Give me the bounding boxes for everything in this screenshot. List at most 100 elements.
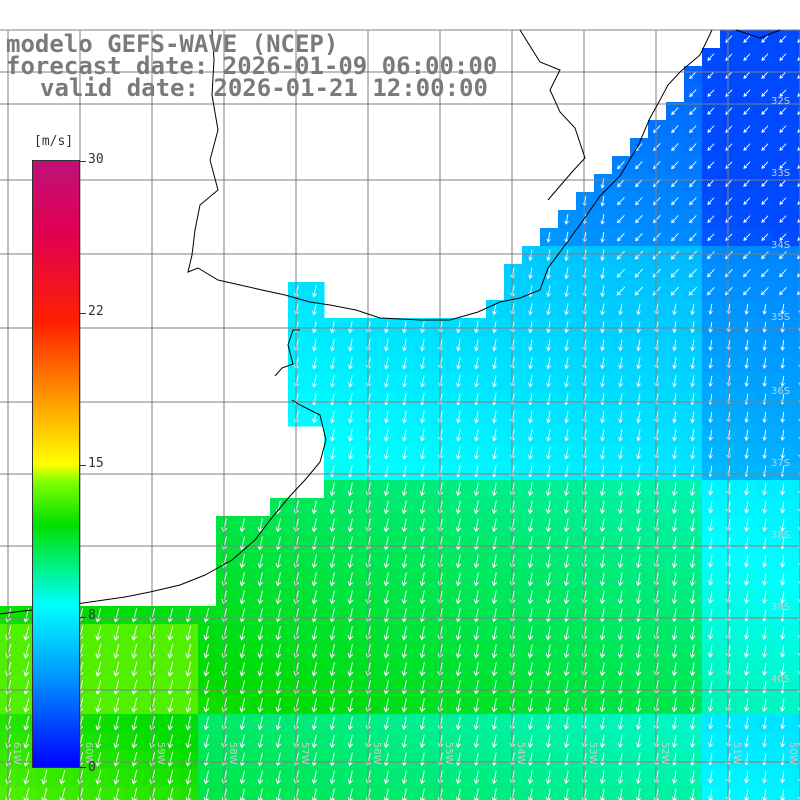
wind-arrow: [527, 680, 534, 695]
wind-arrow: [671, 698, 678, 713]
wind-arrow: [473, 788, 480, 800]
wind-arrow: [402, 429, 407, 442]
wind-arrow: [707, 89, 715, 97]
wind-arrow: [635, 680, 642, 695]
wind-arrow: [275, 554, 282, 569]
wind-arrow: [455, 716, 462, 731]
wind-arrow: [635, 215, 643, 224]
wind-arrow: [762, 662, 768, 676]
wind-arrow: [275, 788, 282, 800]
wind-arrow: [329, 590, 336, 605]
wind-arrow: [528, 321, 533, 334]
wind-arrow: [564, 213, 569, 225]
wind-arrow: [492, 411, 497, 424]
wind-arrow: [689, 734, 696, 749]
wind-arrow: [401, 734, 408, 749]
wind-arrow: [671, 554, 678, 569]
wind-cell: [792, 462, 800, 481]
wind-arrow: [707, 53, 715, 61]
wind-arrow: [778, 287, 787, 296]
wind-arrow: [329, 447, 335, 460]
wind-arrow: [527, 734, 534, 749]
wind-arrow: [131, 769, 138, 785]
wind-arrow: [257, 590, 264, 605]
wind-arrow: [455, 788, 462, 800]
wind-arrow: [707, 698, 714, 713]
wind-arrow: [131, 643, 138, 659]
wind-arrow: [239, 662, 246, 677]
wind-arrow: [707, 626, 714, 640]
wind-speed-field: [0, 30, 800, 800]
wind-arrow: [599, 716, 606, 731]
wind-arrow: [545, 644, 552, 659]
wind-arrow: [600, 375, 605, 388]
wind-arrow: [311, 680, 318, 695]
wind-cell: [792, 246, 800, 265]
wind-arrow: [473, 536, 480, 551]
wind-arrow: [185, 625, 192, 641]
wind-arrow: [527, 716, 534, 731]
wind-arrow: [527, 590, 534, 605]
wind-arrow: [761, 698, 768, 713]
wind-arrow: [743, 179, 751, 187]
wind-arrow: [348, 321, 353, 334]
wind-arrow: [690, 411, 695, 424]
wind-arrow: [257, 554, 264, 569]
wind-arrow: [239, 788, 246, 800]
wind-arrow: [329, 500, 336, 515]
wind-arrow: [798, 598, 800, 604]
wind-arrow: [671, 716, 678, 730]
wind-arrow: [185, 608, 192, 623]
wind-arrows: [5, 35, 800, 800]
wind-arrow: [545, 734, 552, 749]
wind-arrow: [617, 662, 624, 677]
wind-arrow: [563, 770, 570, 785]
wind-arrow: [455, 734, 462, 749]
wind-arrow: [185, 679, 192, 695]
wind-arrow: [634, 250, 644, 260]
wind-arrow: [527, 698, 534, 713]
wind-cell: [792, 174, 800, 193]
wind-arrow: [743, 197, 751, 205]
wind-arrow: [617, 179, 625, 188]
wind-arrow: [744, 789, 750, 800]
wind-arrow: [564, 285, 569, 298]
wind-arrow: [419, 644, 426, 659]
wind-arrow: [492, 321, 497, 334]
wind-arrow: [401, 518, 408, 533]
wind-arrow: [689, 143, 697, 152]
wind-arrow: [688, 250, 697, 260]
wind-arrow: [761, 179, 769, 187]
wind-arrow: [491, 716, 498, 731]
wind-arrow: [708, 771, 714, 784]
wind-arrow: [636, 375, 641, 388]
wind-arrow: [762, 339, 767, 351]
wind-arrow: [635, 698, 642, 713]
wind-arrow: [600, 357, 605, 370]
wind-arrow: [635, 554, 642, 569]
wind-arrow: [347, 572, 354, 587]
wind-arrow: [689, 572, 696, 587]
wind-arrow: [419, 680, 426, 695]
wind-arrow: [600, 231, 605, 243]
wind-arrow: [617, 680, 624, 695]
wind-arrow: [671, 788, 678, 800]
wind-arrow: [383, 482, 390, 497]
wind-arrow: [671, 572, 678, 587]
wind-arrow: [636, 321, 641, 334]
wind-arrow: [672, 375, 677, 388]
wind-arrow: [384, 429, 389, 442]
longitude-label: 56W: [371, 742, 382, 765]
wind-arrow: [564, 411, 569, 424]
wind-arrow: [329, 680, 336, 695]
wind-arrow: [383, 590, 390, 605]
wind-cell: [792, 642, 800, 661]
wind-arrow: [599, 500, 606, 515]
wind-arrow: [311, 788, 318, 800]
wind-arrow: [707, 662, 714, 676]
wind-arrow: [491, 626, 498, 641]
wind-arrow: [473, 734, 480, 749]
wind-arrow: [131, 608, 138, 623]
wind-arrow: [419, 590, 426, 605]
wind-arrow: [708, 483, 714, 496]
